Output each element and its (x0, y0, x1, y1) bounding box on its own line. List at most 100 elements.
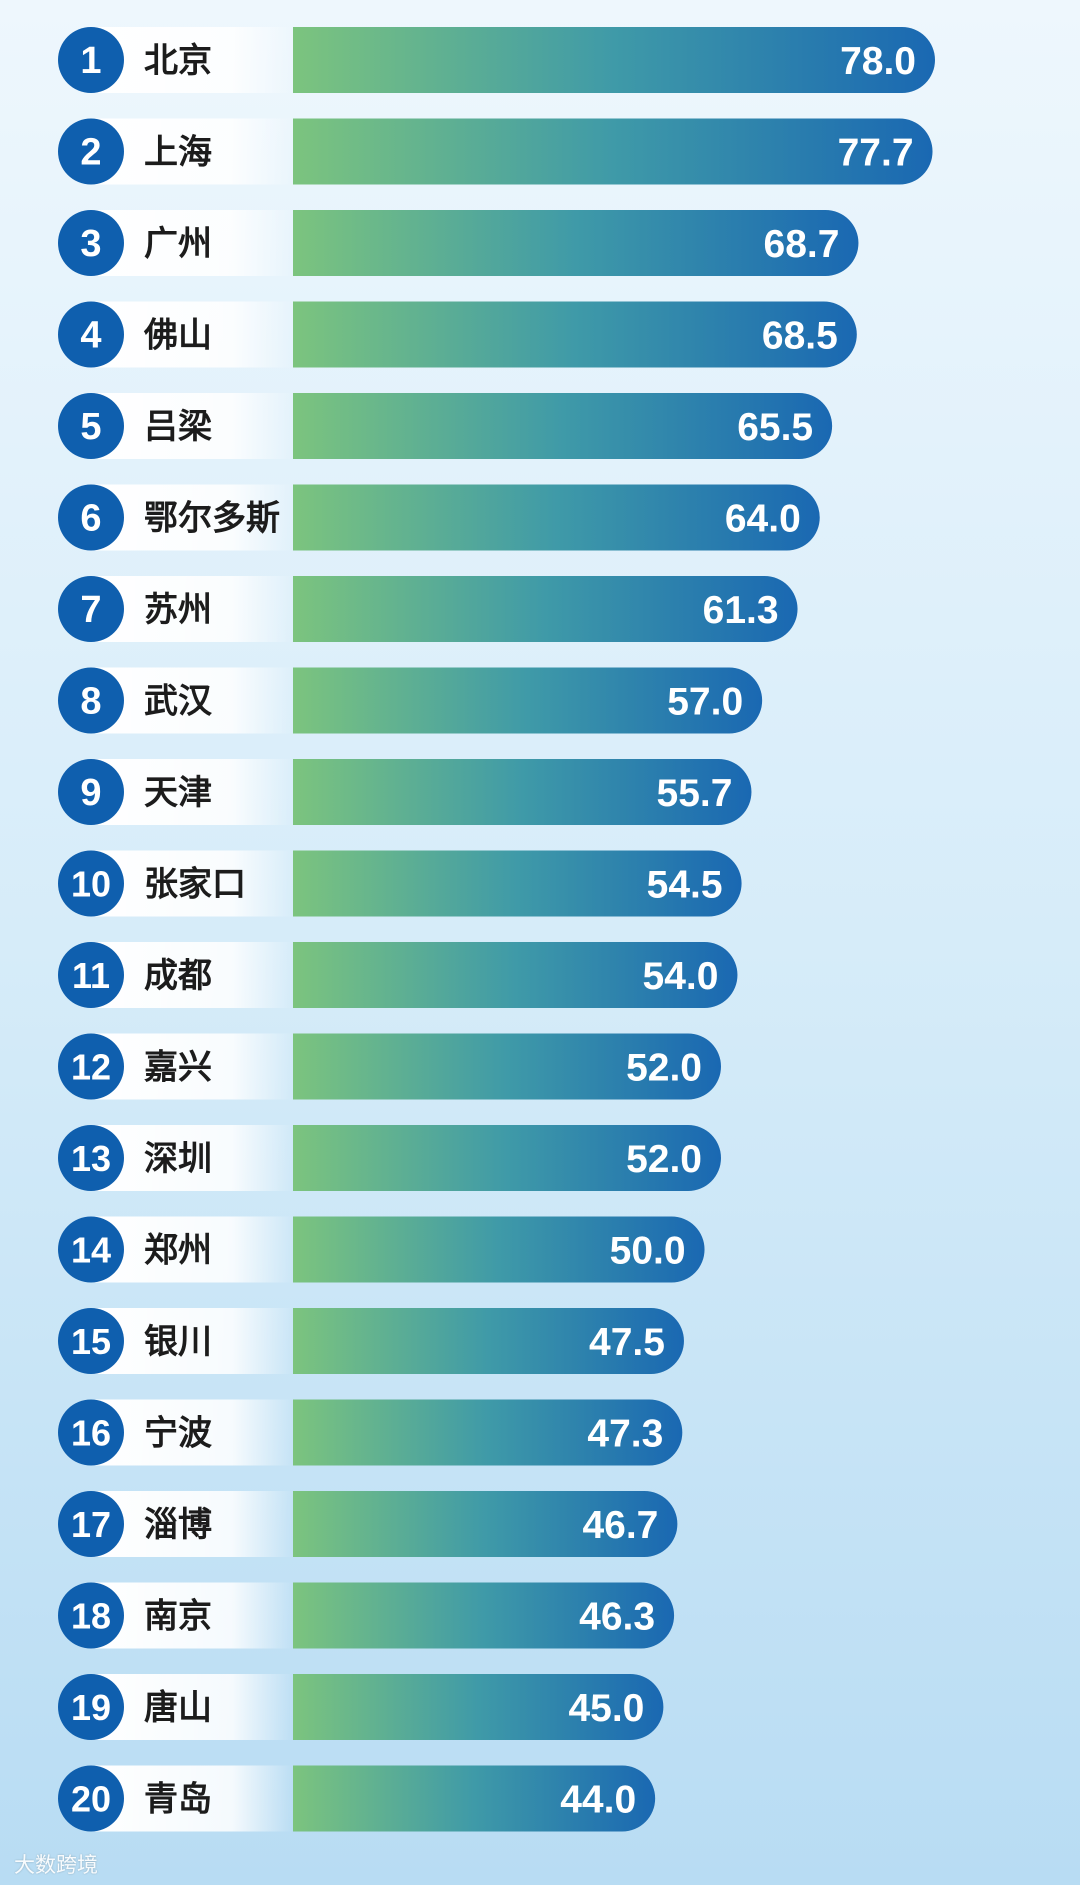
rank-number-2: 2 (80, 132, 101, 174)
bar-10 (293, 850, 742, 917)
bar-14 (293, 1216, 705, 1283)
label-backdrop (91, 1491, 293, 1557)
city-label-6: 鄂尔多斯 (144, 500, 280, 538)
value-label-6: 64.0 (725, 498, 801, 541)
rank-badge-19 (58, 1674, 124, 1740)
label-backdrop (91, 1308, 293, 1374)
rank-badge-7 (58, 576, 124, 642)
city-label-12: 嘉兴 (144, 1049, 212, 1087)
rank-badge-14 (58, 1216, 124, 1283)
city-label-14: 郑州 (144, 1232, 212, 1270)
value-label-19: 45.0 (568, 1687, 644, 1730)
label-backdrop (91, 118, 293, 185)
label-backdrop (91, 667, 293, 734)
rank-badge-10 (58, 850, 124, 917)
city-label-20: 青岛 (144, 1781, 212, 1819)
label-backdrop (91, 1674, 293, 1740)
label-backdrop (91, 1765, 293, 1832)
rank-number-20: 20 (71, 1779, 111, 1820)
rank-number-7: 7 (80, 589, 101, 631)
rank-badge-1 (58, 27, 124, 93)
rank-badge-12 (58, 1033, 124, 1100)
city-label-7: 苏州 (144, 591, 212, 629)
rank-number-4: 4 (80, 315, 101, 357)
value-label-20: 44.0 (560, 1779, 636, 1822)
rank-number-12: 12 (71, 1047, 111, 1088)
city-label-5: 吕梁 (144, 408, 212, 446)
bar-13 (293, 1125, 721, 1191)
label-backdrop (91, 1399, 293, 1466)
label-backdrop (91, 1216, 293, 1283)
city-label-16: 宁波 (144, 1415, 212, 1453)
city-label-9: 天津 (144, 774, 212, 812)
label-backdrop (91, 850, 293, 917)
label-backdrop (91, 942, 293, 1008)
bar-1 (293, 27, 935, 93)
rank-number-19: 19 (71, 1687, 111, 1728)
rank-badge-16 (58, 1399, 124, 1466)
rank-number-10: 10 (71, 864, 111, 905)
city-label-17: 淄博 (144, 1506, 212, 1544)
bar-8 (293, 667, 763, 734)
label-backdrop (91, 1582, 293, 1649)
value-label-9: 55.7 (657, 772, 733, 815)
rank-number-17: 17 (71, 1504, 111, 1545)
city-label-11: 成都 (144, 957, 212, 995)
bar-4 (293, 301, 857, 368)
city-label-15: 银川 (144, 1323, 212, 1361)
rank-badge-4 (58, 301, 124, 368)
value-label-4: 68.5 (762, 315, 838, 358)
city-label-13: 深圳 (144, 1140, 212, 1178)
label-backdrop (91, 27, 293, 93)
rank-badge-3 (58, 210, 124, 276)
bar-2 (293, 118, 933, 185)
city-label-3: 广州 (144, 225, 212, 263)
value-label-8: 57.0 (667, 681, 743, 724)
label-backdrop (91, 1125, 293, 1191)
rank-badge-8 (58, 667, 124, 734)
rank-number-13: 13 (71, 1138, 111, 1179)
bar-9 (293, 759, 752, 825)
bar-6 (293, 484, 820, 551)
value-label-16: 47.3 (587, 1413, 663, 1456)
bar-11 (293, 942, 738, 1008)
rank-number-11: 11 (72, 955, 110, 996)
rank-badge-13 (58, 1125, 124, 1191)
rank-number-9: 9 (80, 772, 101, 814)
city-label-4: 佛山 (143, 317, 212, 355)
bar-15 (293, 1308, 684, 1374)
value-label-10: 54.5 (647, 864, 723, 907)
city-label-19: 唐山 (144, 1688, 212, 1727)
bar-12 (293, 1033, 722, 1100)
rank-number-16: 16 (71, 1413, 111, 1454)
label-backdrop (91, 759, 293, 825)
bar-17 (293, 1491, 678, 1557)
value-label-13: 52.0 (626, 1138, 702, 1181)
rank-number-14: 14 (71, 1230, 111, 1271)
bar-20 (293, 1765, 656, 1832)
rank-number-3: 3 (80, 223, 101, 265)
rank-number-6: 6 (80, 498, 101, 540)
bar-18 (293, 1582, 675, 1649)
value-label-11: 54.0 (643, 955, 719, 998)
rank-badge-5 (58, 393, 124, 459)
city-label-2: 上海 (144, 134, 212, 172)
bar-19 (293, 1674, 664, 1740)
value-label-5: 65.5 (737, 406, 813, 449)
chart-rows: 1 北京 78.0 2 上海 77.7 3 广州 68.7 4 佛山 68.5 5 吕梁 65.5 6 鄂尔多斯… (58, 27, 935, 1832)
label-backdrop (91, 484, 293, 551)
value-label-2: 77.7 (838, 132, 914, 175)
value-label-3: 68.7 (764, 223, 840, 266)
label-backdrop (91, 1033, 293, 1100)
rank-badge-20 (58, 1765, 124, 1832)
rank-number-8: 8 (80, 681, 101, 723)
value-label-7: 61.3 (703, 589, 779, 632)
rank-badge-18 (58, 1582, 124, 1649)
value-label-12: 52.0 (626, 1047, 702, 1090)
value-label-18: 46.3 (579, 1596, 655, 1639)
rank-number-18: 18 (71, 1596, 111, 1637)
label-backdrop (91, 301, 293, 368)
rank-number-5: 5 (80, 406, 101, 448)
bar-7 (293, 576, 798, 642)
